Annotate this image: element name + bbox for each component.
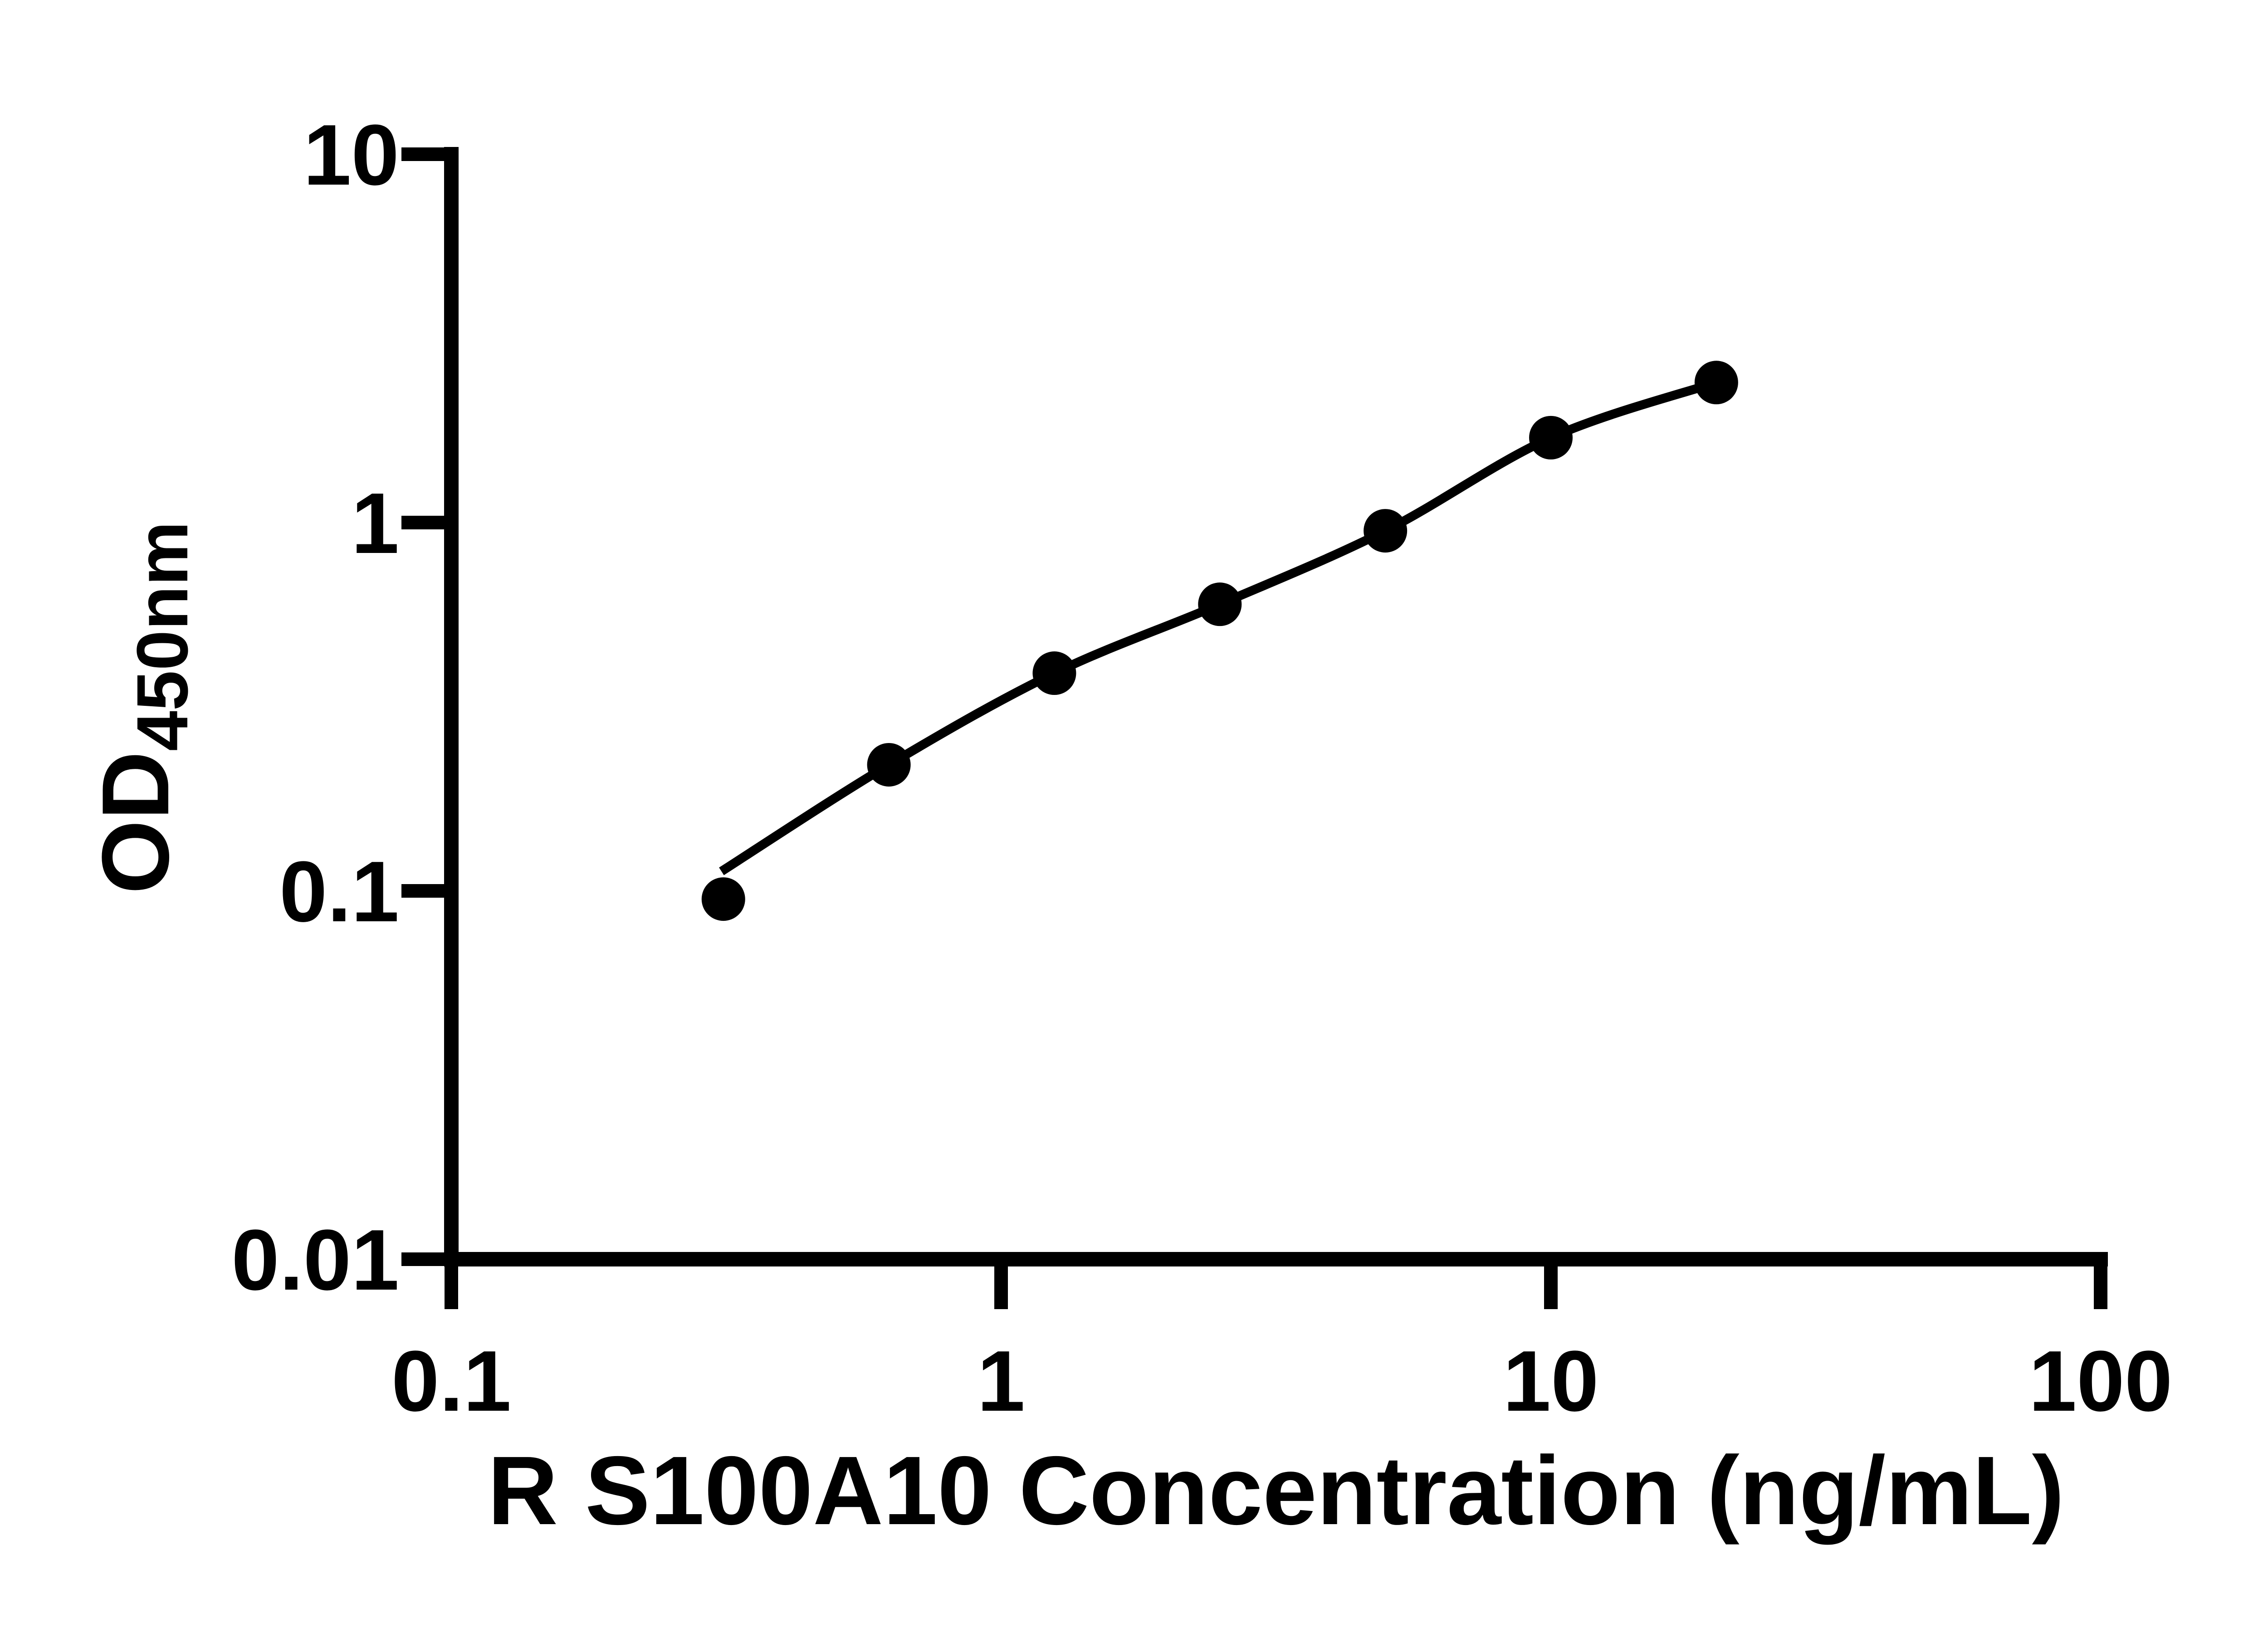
axes-layer — [444, 147, 2108, 1266]
x-tick-label: 10 — [1503, 1333, 1598, 1429]
data-point — [867, 743, 911, 787]
x-axis-title: R S100A10 Concentration (ng/mL) — [488, 1436, 2064, 1545]
tick-layer: 10 1 0.1 0.01 0.1 1 10 100 — [231, 107, 2172, 1429]
y-tick-label: 10 — [303, 107, 399, 203]
y-tick-label: 0.1 — [279, 844, 399, 940]
y-axis-title-main: OD — [82, 751, 189, 894]
y-tick-label: 0.01 — [231, 1212, 399, 1308]
fit-curve-line — [719, 378, 1718, 875]
data-point — [1364, 509, 1408, 553]
point-layer — [701, 361, 1738, 921]
curve-layer — [719, 378, 1718, 875]
x-tick-label: 1 — [977, 1333, 1025, 1429]
data-point — [1694, 361, 1738, 405]
y-axis-title-subscript: 450nm — [122, 521, 203, 751]
data-point — [1032, 651, 1076, 695]
data-point — [1198, 582, 1242, 626]
x-tick-label: 0.1 — [391, 1333, 511, 1429]
data-point — [1529, 416, 1573, 460]
data-point — [701, 877, 745, 921]
y-tick-label: 1 — [351, 475, 399, 572]
x-tick-label: 100 — [2028, 1333, 2172, 1429]
y-axis-title: OD450nm — [82, 521, 203, 894]
